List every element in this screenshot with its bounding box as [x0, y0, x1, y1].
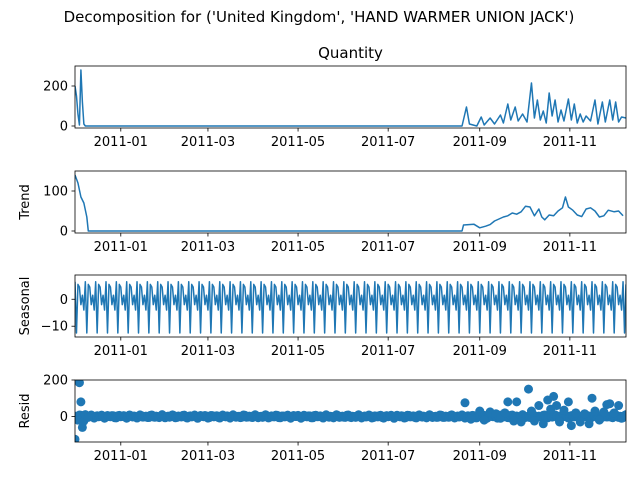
y-tick-label: −10 [41, 320, 68, 335]
x-tick-label: 2011-01 [94, 240, 148, 255]
panels: 0 200 2011-01 2011-03 2011-05 2011-07 2011-09 2… [18, 44, 627, 464]
y-tick-label: 0 [60, 293, 68, 308]
x-tick-label: 2011-11 [543, 449, 597, 464]
resid-point [609, 408, 619, 418]
x-tick-label: 2011-07 [361, 449, 415, 464]
x-tick-label: 2011-11 [543, 240, 597, 255]
resid-point [524, 384, 533, 394]
resid-point [580, 409, 590, 419]
panel-title: Quantity [318, 44, 383, 62]
resid-point [594, 415, 604, 425]
y-tick-label: 200 [43, 374, 68, 389]
x-tick-label: 2011-09 [453, 240, 507, 255]
resid-point [575, 417, 585, 427]
y-axis-label: Trend [18, 184, 33, 221]
x-tick-label: 2011-03 [181, 135, 235, 150]
resid-point [475, 406, 485, 416]
panel-data [75, 174, 624, 232]
panel-seasonal: −10 0 2011-01 2011-03 2011-05 2011-07 2011-09 2… [18, 274, 627, 359]
x-tick-label: 2011-01 [94, 449, 148, 464]
y-tick-label: 0 [60, 410, 68, 425]
resid-point [526, 406, 536, 416]
resid-point [83, 412, 93, 422]
observed-series-line [75, 69, 626, 127]
x-tick-label: 2011-03 [181, 344, 235, 359]
resid-point [529, 416, 539, 426]
panel-frame [74, 170, 627, 234]
panel-frame [74, 379, 627, 443]
x-tick-label: 2011-01 [94, 135, 148, 150]
resid-point [460, 398, 470, 408]
resid-point [503, 397, 513, 407]
resid-point [605, 399, 615, 409]
resid-point [599, 407, 609, 417]
x-tick-label: 2011-11 [543, 344, 597, 359]
resid-point [479, 415, 489, 425]
resid-point [552, 401, 562, 411]
resid-point [75, 380, 84, 388]
x-tick-label: 2011-09 [453, 344, 507, 359]
resid-point [555, 417, 565, 427]
x-tick-label: 2011-09 [453, 449, 507, 464]
x-tick-label: 2011-07 [361, 135, 415, 150]
x-tick-label: 2011-03 [181, 449, 235, 464]
y-tick-label: 100 [43, 185, 68, 200]
x-tick-label: 2011-07 [361, 240, 415, 255]
resid-point [509, 416, 519, 426]
resid-point [512, 397, 522, 407]
resid-point [534, 401, 544, 411]
resid-point [538, 419, 548, 429]
trend-series-line [75, 174, 624, 232]
resid-point [466, 414, 476, 424]
resid-point [563, 397, 573, 407]
resid-point [76, 397, 86, 407]
resid-point [516, 417, 526, 427]
figure-title: Decomposition for ('United Kingdom', 'HA… [64, 8, 575, 26]
resid-point [566, 421, 576, 431]
panel-trend: 0 100 2011-01 2011-03 2011-05 2011-07 2011-09 2… [18, 170, 627, 255]
resid-point [614, 401, 624, 411]
panel-frame [74, 274, 627, 338]
x-tick-label: 2011-09 [453, 135, 507, 150]
resid-point [590, 406, 600, 416]
resid-point [620, 411, 626, 421]
resid-point [571, 408, 581, 418]
y-axis-label: Resid [18, 393, 33, 428]
y-tick-label: 200 [43, 80, 68, 95]
y-tick-label: 0 [60, 120, 68, 135]
x-tick-label: 2011-05 [271, 240, 325, 255]
panel-data [75, 380, 626, 442]
panel-data [75, 280, 626, 334]
panel-observed: 0 200 2011-01 2011-03 2011-05 2011-07 2011-09 2… [43, 44, 627, 150]
y-axis-label: Seasonal [18, 277, 33, 336]
resid-point [559, 405, 569, 415]
panel-data [75, 69, 626, 127]
y-tick-label: 0 [60, 225, 68, 240]
x-tick-label: 2011-05 [271, 449, 325, 464]
x-tick-label: 2011-07 [361, 344, 415, 359]
x-tick-label: 2011-05 [271, 344, 325, 359]
resid-point [587, 393, 597, 403]
resid-point [549, 391, 559, 401]
seasonal-series-line [75, 280, 626, 334]
resid-point [75, 434, 80, 442]
x-tick-label: 2011-01 [94, 344, 148, 359]
resid-point [584, 419, 594, 429]
panel-resid: 0 200 2011-01 2011-03 2011-05 2011-07 2011-09 2… [18, 374, 627, 464]
panel-frame [74, 65, 627, 129]
x-tick-label: 2011-11 [543, 135, 597, 150]
x-tick-label: 2011-05 [271, 135, 325, 150]
x-tick-label: 2011-03 [181, 240, 235, 255]
resid-point [500, 408, 510, 418]
